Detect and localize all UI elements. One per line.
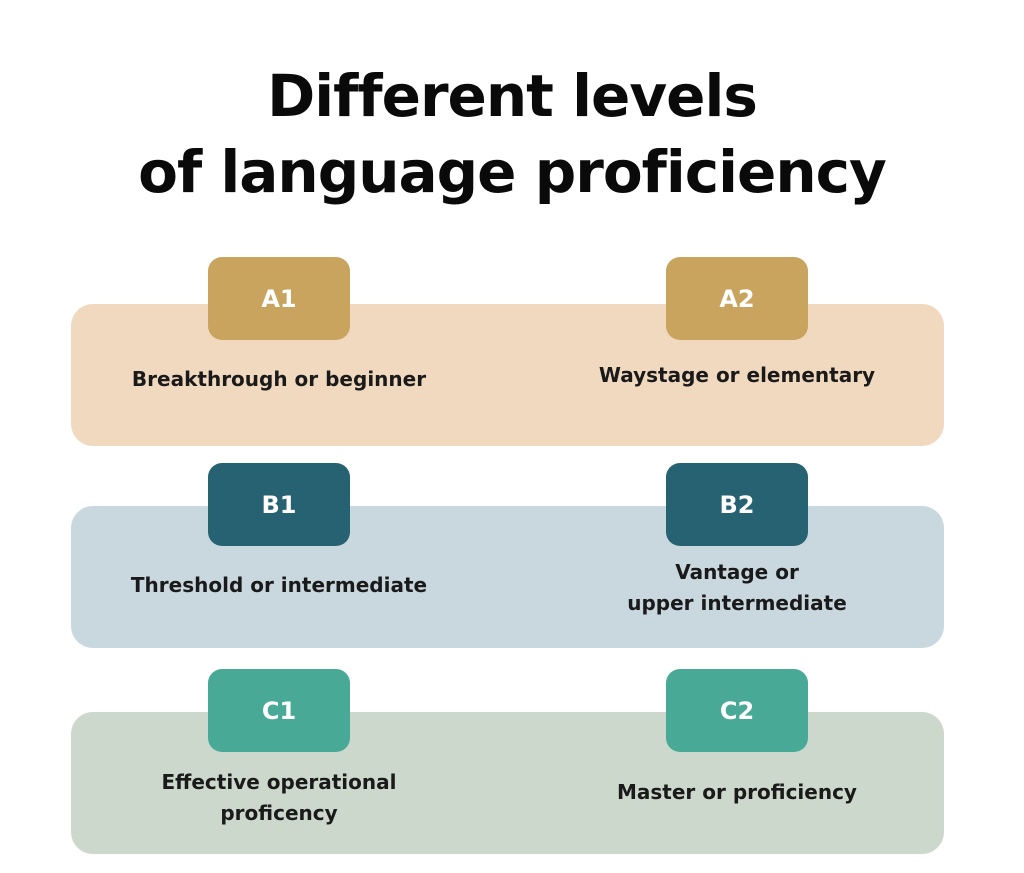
level-badge-c1: C1 — [208, 669, 350, 752]
level-badge-b2: B2 — [666, 463, 808, 546]
level-label-b2-line-2: upper intermediate — [627, 591, 847, 615]
level-badge-a2: A2 — [666, 257, 808, 340]
level-label-a2-line-1: Waystage or elementary — [598, 363, 876, 387]
level-label-c2: Master or proficiency — [537, 777, 937, 808]
level-label-c2-line-1: Master or proficiency — [617, 780, 857, 804]
level-label-a2: Waystage or elementary — [537, 360, 937, 391]
level-label-c1: Effective operational proficency — [79, 767, 479, 829]
level-label-a1: Breakthrough or beginner — [79, 364, 479, 395]
level-label-b2: Vantage or upper intermediate — [537, 557, 937, 619]
level-badge-c2: C2 — [666, 669, 808, 752]
page-title: Different levels of language proficiency — [0, 58, 1024, 210]
level-badge-b1: B1 — [208, 463, 350, 546]
level-label-b1: Threshold or intermediate — [79, 570, 479, 601]
level-label-b2-line-1: Vantage or — [675, 560, 799, 584]
level-label-c1-line-2: proficency — [220, 801, 338, 825]
level-label-a1-line-1: Breakthrough or beginner — [131, 367, 427, 391]
level-label-b1-line-1: Threshold or intermediate — [130, 573, 428, 597]
level-badge-a1: A1 — [208, 257, 350, 340]
title-line-1: Different levels — [267, 62, 758, 130]
title-line-2: of language proficiency — [138, 138, 887, 206]
level-label-c1-line-1: Effective operational — [161, 770, 397, 794]
